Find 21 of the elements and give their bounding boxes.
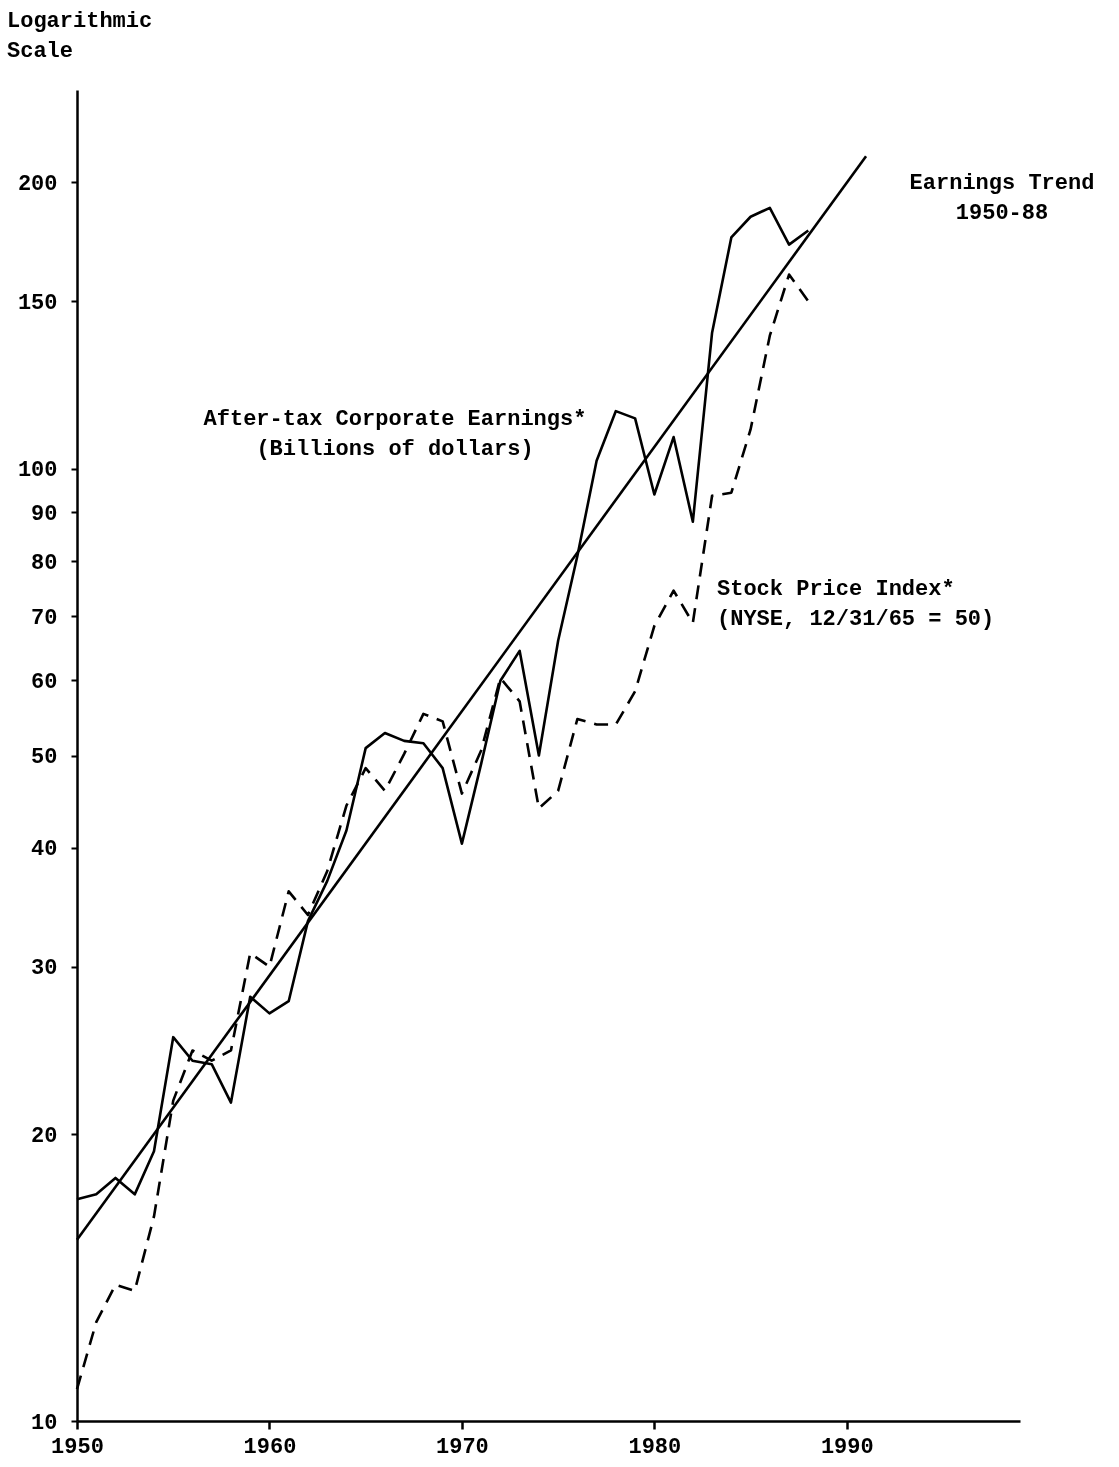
x-tick-label: 1960 xyxy=(243,1434,297,1460)
series-label: After-tax Corporate Earnings* (Billions of dollars) xyxy=(203,407,587,462)
x-tick-label: 1980 xyxy=(628,1434,682,1460)
y-tick-label: 50 xyxy=(31,745,58,770)
y-tick-label: 30 xyxy=(31,956,58,982)
series-label: Stock Price Index* (NYSE, 12/31/65 = 50) xyxy=(717,577,995,632)
y-tick-label: 70 xyxy=(31,605,58,631)
y-tick-label: 80 xyxy=(31,550,58,576)
y-axis-title: Logarithmic Scale xyxy=(7,9,153,64)
y-tick-label: 10 xyxy=(31,1410,58,1436)
x-tick-label: 1950 xyxy=(51,1434,104,1460)
y-tick-label: 20 xyxy=(31,1123,58,1149)
y-tick-label: 90 xyxy=(31,501,58,527)
x-tick-label: 1970 xyxy=(435,1434,489,1460)
y-tick-label: 150 xyxy=(17,290,58,316)
text: Earnings Trend 1950-88 xyxy=(909,171,1095,226)
y-tick-label: 60 xyxy=(31,669,58,695)
y-tick-label: 100 xyxy=(17,458,58,484)
x-tick-label: 1990 xyxy=(820,1434,874,1460)
y-tick-label: 40 xyxy=(31,837,58,863)
y-tick-label: 200 xyxy=(17,171,58,197)
